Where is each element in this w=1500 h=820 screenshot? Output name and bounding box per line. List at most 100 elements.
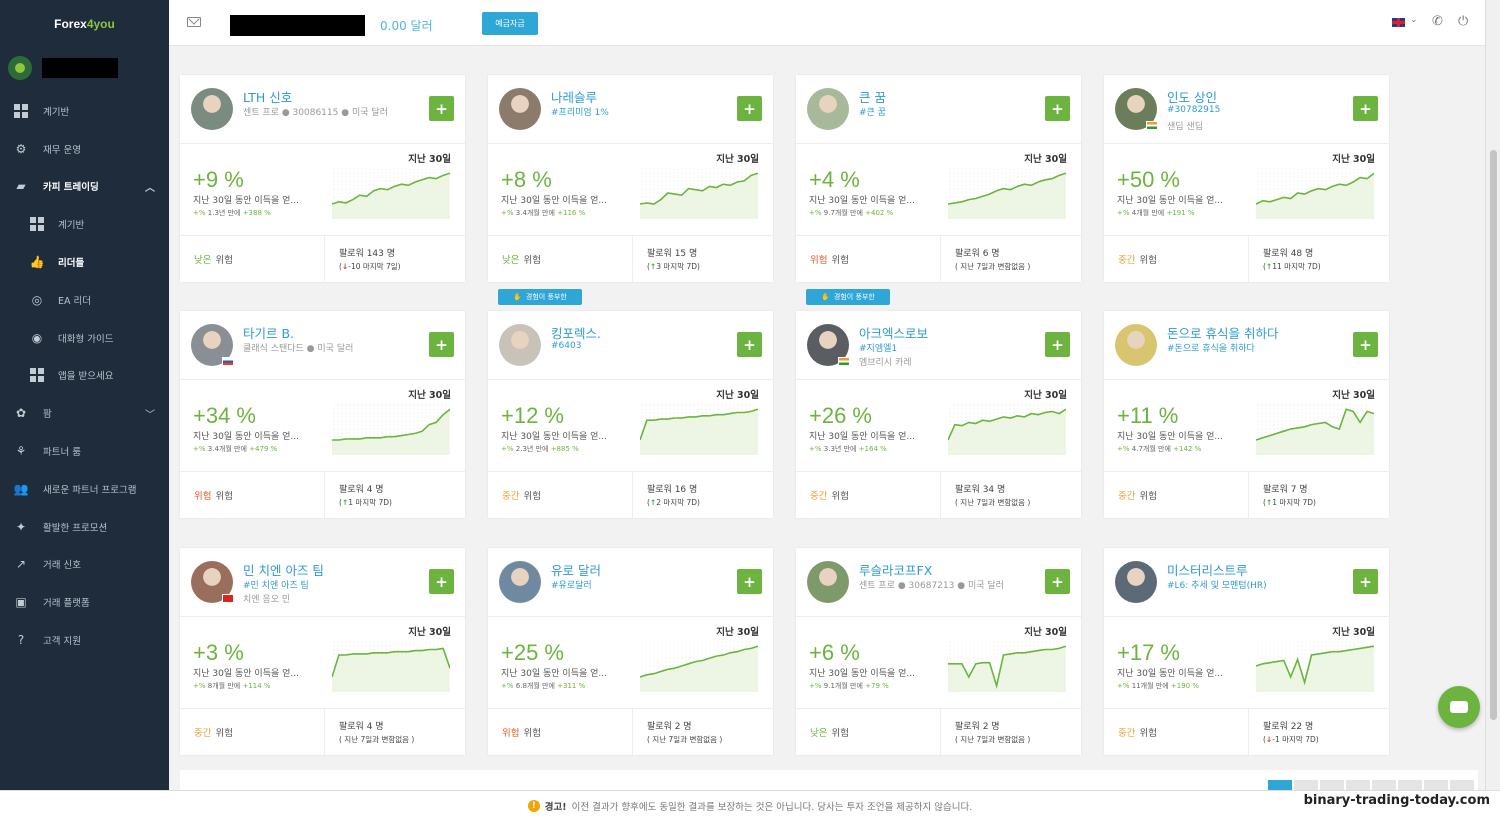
sidebar-item-5[interactable]: 👍 리더들 (0, 243, 169, 281)
sparkline-area (948, 646, 1066, 692)
sidebar-item-1[interactable]: 계기반 (0, 92, 169, 130)
trader-name[interactable]: 루슬라코프FX (859, 563, 933, 578)
trader-avatar[interactable] (499, 88, 541, 130)
mail-icon[interactable] (187, 17, 201, 27)
sidebar-item-4[interactable]: 계기반 (0, 205, 169, 243)
deposit-button[interactable]: 예금자금 (482, 12, 538, 35)
add-button[interactable]: + (429, 332, 454, 357)
sidebar-item-3[interactable]: ▰ 카피 트레이딩 ︿ (0, 168, 169, 206)
page-button[interactable] (1398, 780, 1422, 792)
divider (1248, 471, 1249, 518)
leader-card[interactable]: 큰 꿈 #큰 꿈 + 지난 30일 +4 % 지난 30일 동안 이득을 얻... +% 9… (796, 75, 1081, 282)
leader-card[interactable]: 타기르 B. 클래식 스탠다드 ● 미국 달러 + 지난 30일 +34 % 지난 30일… (180, 311, 465, 518)
add-button[interactable]: + (1353, 96, 1378, 121)
sidebar-item-10[interactable]: ⚘ 파트너 룸 (0, 432, 169, 470)
trader-name[interactable]: 타기르 B. (243, 326, 295, 341)
leader-card[interactable]: 나레슬루 #프리미엄 1% + 지난 30일 +8 % 지난 30일 동안 이득을 얻..… (488, 75, 773, 282)
uk-flag-icon[interactable] (1392, 18, 1405, 27)
chevron-icon[interactable]: ︿ (145, 182, 155, 194)
sidebar-item-label: 새로운 파트너 프로그램 (43, 484, 137, 496)
trader-name[interactable]: 킹포렉스. (551, 326, 601, 341)
sidebar-item-7[interactable]: ◉ 대화형 가이드 (0, 319, 169, 357)
sidebar-nav: 계기반 ⚙ 재무 운영 ▰ 카피 트레이딩 ︿ 계기반 👍 리더들 ◎ EA 리더 ◉ 대화형 가이드 앱… (0, 92, 169, 659)
leader-card[interactable]: 돈으로 휴식을 취하다 #돈으로 휴식을 취하다 + 지난 30일 +11 % 지난 30… (1104, 311, 1389, 518)
sidebar-item-6[interactable]: ◎ EA 리더 (0, 281, 169, 319)
divider (796, 708, 1081, 709)
leader-card[interactable]: 루슬라코프FX 센트 프로 ● 30687213 ● 미국 달러 + 지난 30일 +6… (796, 548, 1081, 755)
equity-sparkline (640, 641, 758, 692)
trader-avatar[interactable] (807, 88, 849, 130)
add-button[interactable]: + (1045, 332, 1070, 357)
sidebar-item-label: 계기반 (43, 106, 70, 118)
pagination[interactable] (1268, 780, 1474, 792)
scrollbar[interactable] (1485, 0, 1500, 790)
page-button[interactable] (1294, 780, 1318, 792)
trader-avatar[interactable] (807, 561, 849, 603)
trader-avatar[interactable] (1115, 561, 1157, 603)
leader-card[interactable]: 유로 달러 #유로달러 + 지난 30일 +25 % 지난 30일 동안 이득을 얻...… (488, 548, 773, 755)
country-flag-icon (1146, 121, 1158, 130)
leader-card[interactable]: LTH 신호 센트 프로 ● 30086115 ● 미국 달러 + 지난 30일 +9 … (180, 75, 465, 282)
page-button[interactable] (1320, 780, 1344, 792)
sidebar-item-11[interactable]: 👥 새로운 파트너 프로그램 (0, 470, 169, 508)
add-button[interactable]: + (1353, 569, 1378, 594)
trader-name[interactable]: LTH 신호 (243, 90, 293, 105)
page-button[interactable] (1346, 780, 1370, 792)
add-button[interactable]: + (737, 569, 762, 594)
trader-name[interactable]: 민 치엔 아즈 팀 (243, 563, 324, 578)
gain-description: 지난 30일 동안 이득을 얻... (501, 432, 607, 442)
leader-card[interactable]: 킹포렉스. #6403 + 지난 30일 +12 % 지난 30일 동안 이득을 얻...… (488, 311, 773, 518)
trader-avatar[interactable] (191, 88, 233, 130)
equity-sparkline (640, 404, 758, 455)
add-button[interactable]: + (1045, 569, 1070, 594)
chat-button[interactable] (1438, 686, 1480, 728)
page-button[interactable] (1450, 780, 1474, 792)
trader-name[interactable]: 인도 상인 (1167, 90, 1217, 105)
robot-icon: ◎ (31, 292, 43, 307)
period-label: 지난 30일 (408, 154, 451, 165)
trader-avatar[interactable] (499, 324, 541, 366)
sparkline-line (1256, 645, 1374, 686)
add-button[interactable]: + (1353, 332, 1378, 357)
page-button[interactable] (1268, 780, 1292, 792)
scrollbar-thumb[interactable] (1490, 150, 1497, 720)
risk-level: 중간 위험 (194, 728, 233, 739)
sidebar-item-15[interactable]: ? 고객 지원 (0, 621, 169, 659)
trader-name[interactable]: 큰 꿈 (859, 90, 886, 105)
power-icon[interactable]: ⏻ (1458, 14, 1469, 29)
leader-card[interactable]: 인도 상인 #30782915 샌딥 샌딥 + 지난 30일 +50 % 지난 30일 동안… (1104, 75, 1389, 282)
trader-name[interactable]: 아크엑스로보 (859, 326, 929, 341)
sidebar-item-9[interactable]: ✿ 팜 ﹀ (0, 394, 169, 432)
gear-icon: ⚙ (15, 141, 27, 156)
chevron-icon[interactable]: ﹀ (145, 409, 155, 421)
sidebar-item-8[interactable]: 앱을 받으세요 (0, 357, 169, 395)
trader-name[interactable]: 미스터리스트루 (1167, 563, 1248, 578)
page-button[interactable] (1424, 780, 1448, 792)
phone-icon[interactable]: ✆ (1432, 14, 1443, 29)
sidebar-item-2[interactable]: ⚙ 재무 운영 (0, 130, 169, 168)
trader-name[interactable]: 유로 달러 (551, 563, 601, 578)
leader-card[interactable]: 민 치엔 아즈 팀 #민 치엔 아즈 팀 치엔 응오 민 + 지난 30일 +3 % 지난 … (180, 548, 465, 755)
page-button[interactable] (1372, 780, 1396, 792)
trader-avatar[interactable] (1115, 324, 1157, 366)
leader-card[interactable]: 미스터리스트루 #L6: 추세 및 모멘텀(HR) + 지난 30일 +17 % 지난 3… (1104, 548, 1389, 755)
trader-account: #민 치엔 아즈 팀 (243, 581, 309, 591)
trader-avatar[interactable] (499, 561, 541, 603)
chevron-down-icon[interactable]: ⌄ (1410, 15, 1418, 25)
trader-name[interactable]: 나레슬루 (551, 90, 598, 105)
forex4you-logo[interactable]: Forex 4you (54, 17, 115, 31)
add-button[interactable]: + (429, 96, 454, 121)
user-profile[interactable] (0, 48, 169, 88)
sidebar-item-14[interactable]: ▣ 거래 플랫폼 (0, 583, 169, 621)
add-button[interactable]: + (737, 332, 762, 357)
add-button[interactable]: + (737, 96, 762, 121)
divider (488, 235, 773, 236)
sidebar-item-13[interactable]: ↗ 거래 신호 (0, 546, 169, 584)
leader-card[interactable]: 아크엑스로보 #지엠엘1 엠브리시 카레 + 지난 30일 +26 % 지난 30일 동안 … (796, 311, 1081, 518)
trader-name[interactable]: 돈으로 휴식을 취하다 (1167, 326, 1279, 341)
total-gain: +% 3.4개월 만에 +116 % (501, 209, 586, 217)
followers-count: 팔로워 143 명 (339, 249, 396, 259)
add-button[interactable]: + (1045, 96, 1070, 121)
add-button[interactable]: + (429, 569, 454, 594)
sidebar-item-12[interactable]: ✦ 활발한 프로모션 (0, 508, 169, 546)
